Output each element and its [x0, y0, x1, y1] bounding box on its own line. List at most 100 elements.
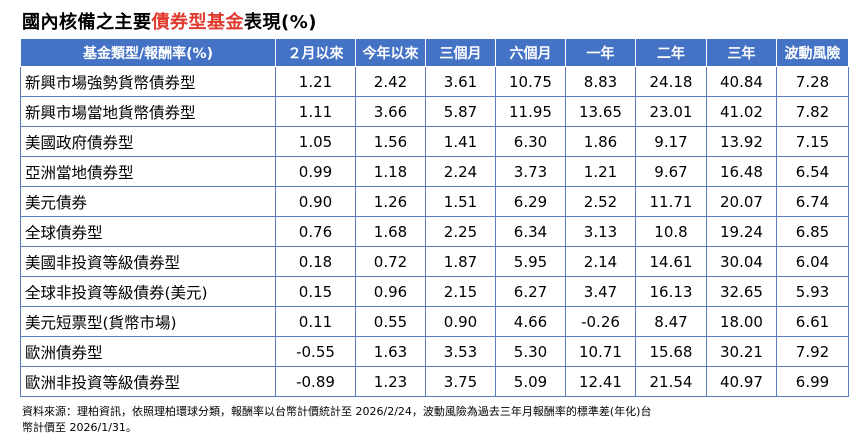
value-cell: 7.92 [776, 336, 849, 367]
value-cell: 11.71 [635, 186, 707, 217]
value-cell: 3.66 [355, 96, 426, 127]
table-header-row: 基金類型/報酬率(%) ２月以來 今年以來 三個月 六個月 一年 二年 三年 波動風險 [20, 38, 849, 67]
value-cell: 10.75 [495, 66, 566, 97]
value-cell: 1.18 [355, 156, 426, 187]
table-body: 新興市場強勢貨幣債券型 1.21 2.42 3.61 10.75 8.83 24.18 40.… [20, 66, 849, 397]
value-cell: 0.76 [275, 216, 356, 247]
fund-type-cell: 美元債券 [20, 186, 276, 217]
source-note-line-1: 資料來源：理柏資訊，依照理柏環球分類，報酬率以台幣計價統計至 2026/2/24… [22, 405, 652, 418]
value-cell: -0.55 [275, 336, 356, 367]
value-cell: 41.02 [706, 96, 777, 127]
value-cell: 5.87 [425, 96, 496, 127]
value-cell: 0.99 [275, 156, 356, 187]
value-cell: 6.34 [495, 216, 566, 247]
fund-type-cell: 亞洲當地債券型 [20, 156, 276, 187]
value-cell: 4.66 [495, 306, 566, 337]
value-cell: -0.26 [565, 306, 636, 337]
value-cell: 2.14 [565, 246, 636, 277]
value-cell: 40.97 [706, 366, 777, 397]
value-cell: 2.24 [425, 156, 496, 187]
value-cell: 6.30 [495, 126, 566, 157]
value-cell: 3.53 [425, 336, 496, 367]
table-row: 美國政府債券型 1.05 1.56 1.41 6.30 1.86 9.17 13.92 7.15 [20, 126, 849, 157]
value-cell: 1.23 [355, 366, 426, 397]
value-cell: 3.73 [495, 156, 566, 187]
table-row: 全球債券型 0.76 1.68 2.25 6.34 3.13 10.8 19.24 6.85 [20, 216, 849, 247]
value-cell: 0.90 [425, 306, 496, 337]
table-row: 新興市場當地貨幣債券型 1.11 3.66 5.87 11.95 13.65 23.01 41… [20, 96, 849, 127]
fund-type-cell: 歐洲債券型 [20, 336, 276, 367]
table-row: 美元債券 0.90 1.26 1.51 6.29 2.52 11.71 20.07 6.74 [20, 186, 849, 217]
value-cell: 1.26 [355, 186, 426, 217]
value-cell: 6.29 [495, 186, 566, 217]
value-cell: 3.13 [565, 216, 636, 247]
value-cell: 24.18 [635, 66, 707, 97]
table-row: 歐洲債券型 -0.55 1.63 3.53 5.30 10.71 15.68 30.21 7.9… [20, 336, 849, 367]
value-cell: 1.41 [425, 126, 496, 157]
value-cell: 8.47 [635, 306, 707, 337]
value-cell: 5.95 [495, 246, 566, 277]
value-cell: 1.68 [355, 216, 426, 247]
table-row: 美元短票型(貨幣市場) 0.11 0.55 0.90 4.66 -0.26 8.47 18.0… [20, 306, 849, 337]
value-cell: 15.68 [635, 336, 707, 367]
table-row: 全球非投資等級債券(美元) 0.15 0.96 2.15 6.27 3.47 16.13 32… [20, 276, 849, 307]
column-header: ２月以來 [275, 38, 356, 67]
value-cell: 12.41 [565, 366, 636, 397]
table-row: 新興市場強勢貨幣債券型 1.21 2.42 3.61 10.75 8.83 24.18 40.… [20, 66, 849, 97]
value-cell: 23.01 [635, 96, 707, 127]
value-cell: 14.61 [635, 246, 707, 277]
value-cell: 30.04 [706, 246, 777, 277]
value-cell: 32.65 [706, 276, 777, 307]
source-note-line-2: 幣計價至 2026/1/31。 [22, 421, 137, 434]
fund-type-cell: 全球非投資等級債券(美元) [20, 276, 276, 307]
title-highlight: 債券型基金 [151, 12, 244, 33]
source-note: 資料來源：理柏資訊，依照理柏環球分類，報酬率以台幣計價統計至 2026/2/24… [22, 404, 822, 436]
column-header: 二年 [635, 38, 707, 67]
value-cell: 1.21 [275, 66, 356, 97]
column-header: 波動風險 [776, 38, 849, 67]
value-cell: 3.75 [425, 366, 496, 397]
value-cell: 9.17 [635, 126, 707, 157]
value-cell: 40.84 [706, 66, 777, 97]
value-cell: 3.61 [425, 66, 496, 97]
value-cell: 2.15 [425, 276, 496, 307]
page-title: 國內核備之主要債券型基金表現(%) [22, 8, 317, 34]
fund-type-cell: 歐洲非投資等級債券型 [20, 366, 276, 397]
value-cell: 2.25 [425, 216, 496, 247]
column-header: 基金類型/報酬率(%) [20, 38, 276, 67]
value-cell: 6.74 [776, 186, 849, 217]
fund-type-cell: 新興市場強勢貨幣債券型 [20, 66, 276, 97]
value-cell: 1.05 [275, 126, 356, 157]
value-cell: 9.67 [635, 156, 707, 187]
value-cell: 5.09 [495, 366, 566, 397]
title-suffix: 表現(%) [244, 12, 317, 33]
value-cell: 1.86 [565, 126, 636, 157]
value-cell: 10.8 [635, 216, 707, 247]
column-header: 三年 [706, 38, 777, 67]
title-prefix: 國內核備之主要 [22, 12, 152, 33]
value-cell: 0.15 [275, 276, 356, 307]
value-cell: 2.52 [565, 186, 636, 217]
column-header: 今年以來 [355, 38, 426, 67]
fund-type-cell: 美國非投資等級債券型 [20, 246, 276, 277]
value-cell: 11.95 [495, 96, 566, 127]
value-cell: 1.21 [565, 156, 636, 187]
fund-type-cell: 新興市場當地貨幣債券型 [20, 96, 276, 127]
value-cell: 2.42 [355, 66, 426, 97]
fund-performance-table: 基金類型/報酬率(%) ２月以來 今年以來 三個月 六個月 一年 二年 三年 波動風險 新興市場… [20, 38, 849, 397]
value-cell: 5.93 [776, 276, 849, 307]
value-cell: 6.99 [776, 366, 849, 397]
value-cell: 0.72 [355, 246, 426, 277]
value-cell: 0.90 [275, 186, 356, 217]
column-header: 一年 [565, 38, 636, 67]
value-cell: 1.51 [425, 186, 496, 217]
value-cell: 0.55 [355, 306, 426, 337]
fund-type-cell: 美元短票型(貨幣市場) [20, 306, 276, 337]
value-cell: 3.47 [565, 276, 636, 307]
value-cell: 16.48 [706, 156, 777, 187]
value-cell: 16.13 [635, 276, 707, 307]
value-cell: 0.11 [275, 306, 356, 337]
value-cell: 13.65 [565, 96, 636, 127]
value-cell: 6.54 [776, 156, 849, 187]
value-cell: 7.82 [776, 96, 849, 127]
